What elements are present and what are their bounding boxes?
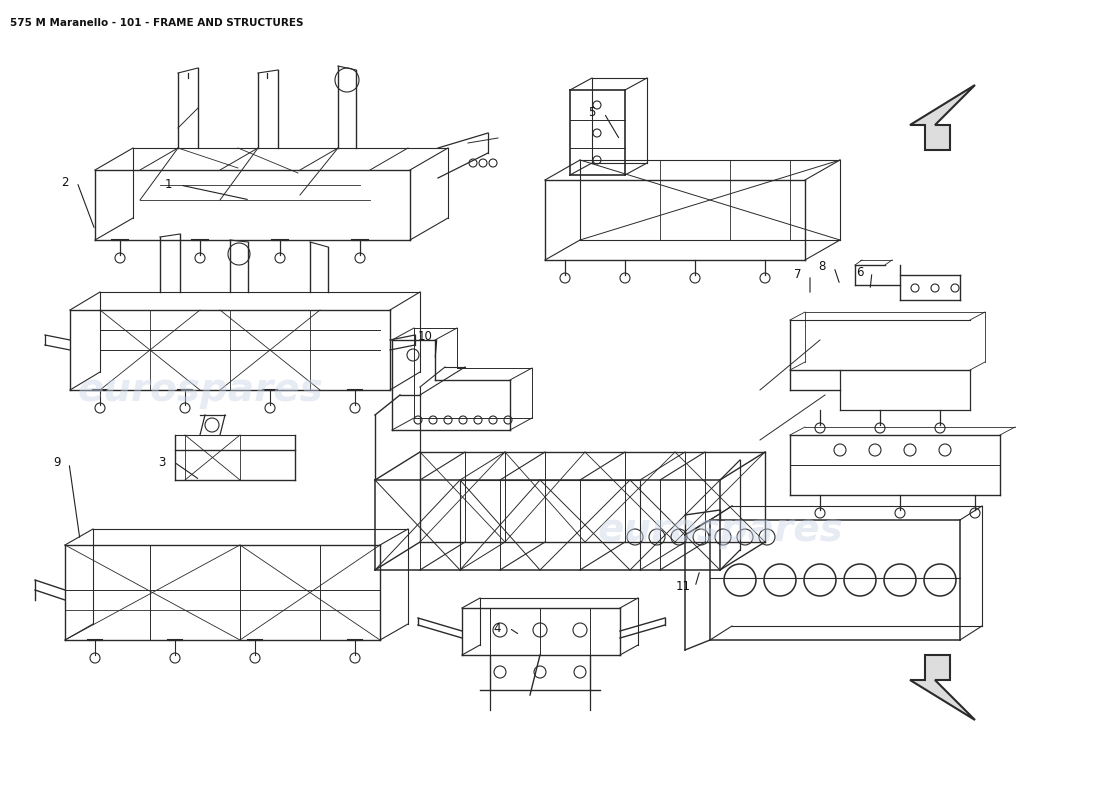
- Text: eurospares: eurospares: [77, 371, 323, 409]
- Polygon shape: [910, 85, 975, 150]
- Text: 8: 8: [818, 261, 826, 274]
- Text: 6: 6: [856, 266, 864, 278]
- Text: 10: 10: [418, 330, 432, 343]
- Text: 4: 4: [493, 622, 500, 634]
- Text: eurospares: eurospares: [597, 511, 843, 549]
- Text: 11: 11: [675, 581, 691, 594]
- Text: 7: 7: [794, 269, 802, 282]
- Polygon shape: [910, 655, 975, 720]
- Text: 5: 5: [588, 106, 596, 119]
- Text: 3: 3: [158, 455, 166, 469]
- Text: 1: 1: [164, 178, 172, 191]
- Text: 2: 2: [62, 175, 68, 189]
- Text: 575 M Maranello - 101 - FRAME AND STRUCTURES: 575 M Maranello - 101 - FRAME AND STRUCT…: [10, 18, 304, 28]
- Text: 9: 9: [53, 457, 60, 470]
